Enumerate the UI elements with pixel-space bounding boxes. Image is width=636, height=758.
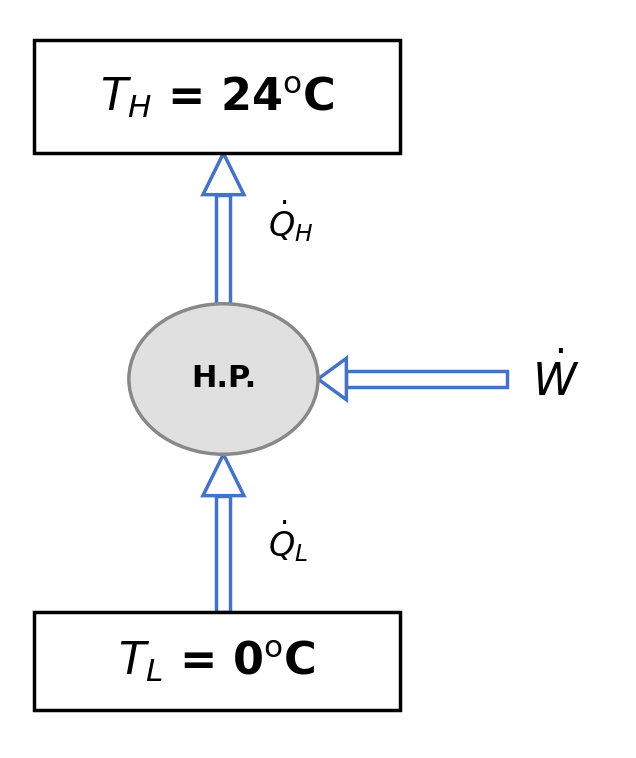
Polygon shape [203, 454, 244, 496]
FancyBboxPatch shape [34, 612, 400, 710]
FancyBboxPatch shape [34, 40, 400, 153]
Ellipse shape [129, 304, 318, 454]
FancyBboxPatch shape [216, 496, 230, 612]
Text: $\dot{W}$: $\dot{W}$ [532, 353, 580, 405]
Text: $\mathit{T_H}$ = 24$^\mathrm{o}$C: $\mathit{T_H}$ = 24$^\mathrm{o}$C [100, 74, 335, 120]
Polygon shape [318, 359, 347, 399]
FancyBboxPatch shape [347, 371, 507, 387]
Text: $\mathit{T_L}$ = 0$^\mathrm{o}$C: $\mathit{T_L}$ = 0$^\mathrm{o}$C [118, 638, 316, 684]
Polygon shape [203, 153, 244, 195]
FancyBboxPatch shape [216, 195, 230, 304]
Text: H.P.: H.P. [191, 365, 256, 393]
Text: $\dot{Q}_H$: $\dot{Q}_H$ [268, 198, 313, 244]
Text: $\dot{Q}_L$: $\dot{Q}_L$ [268, 518, 308, 564]
